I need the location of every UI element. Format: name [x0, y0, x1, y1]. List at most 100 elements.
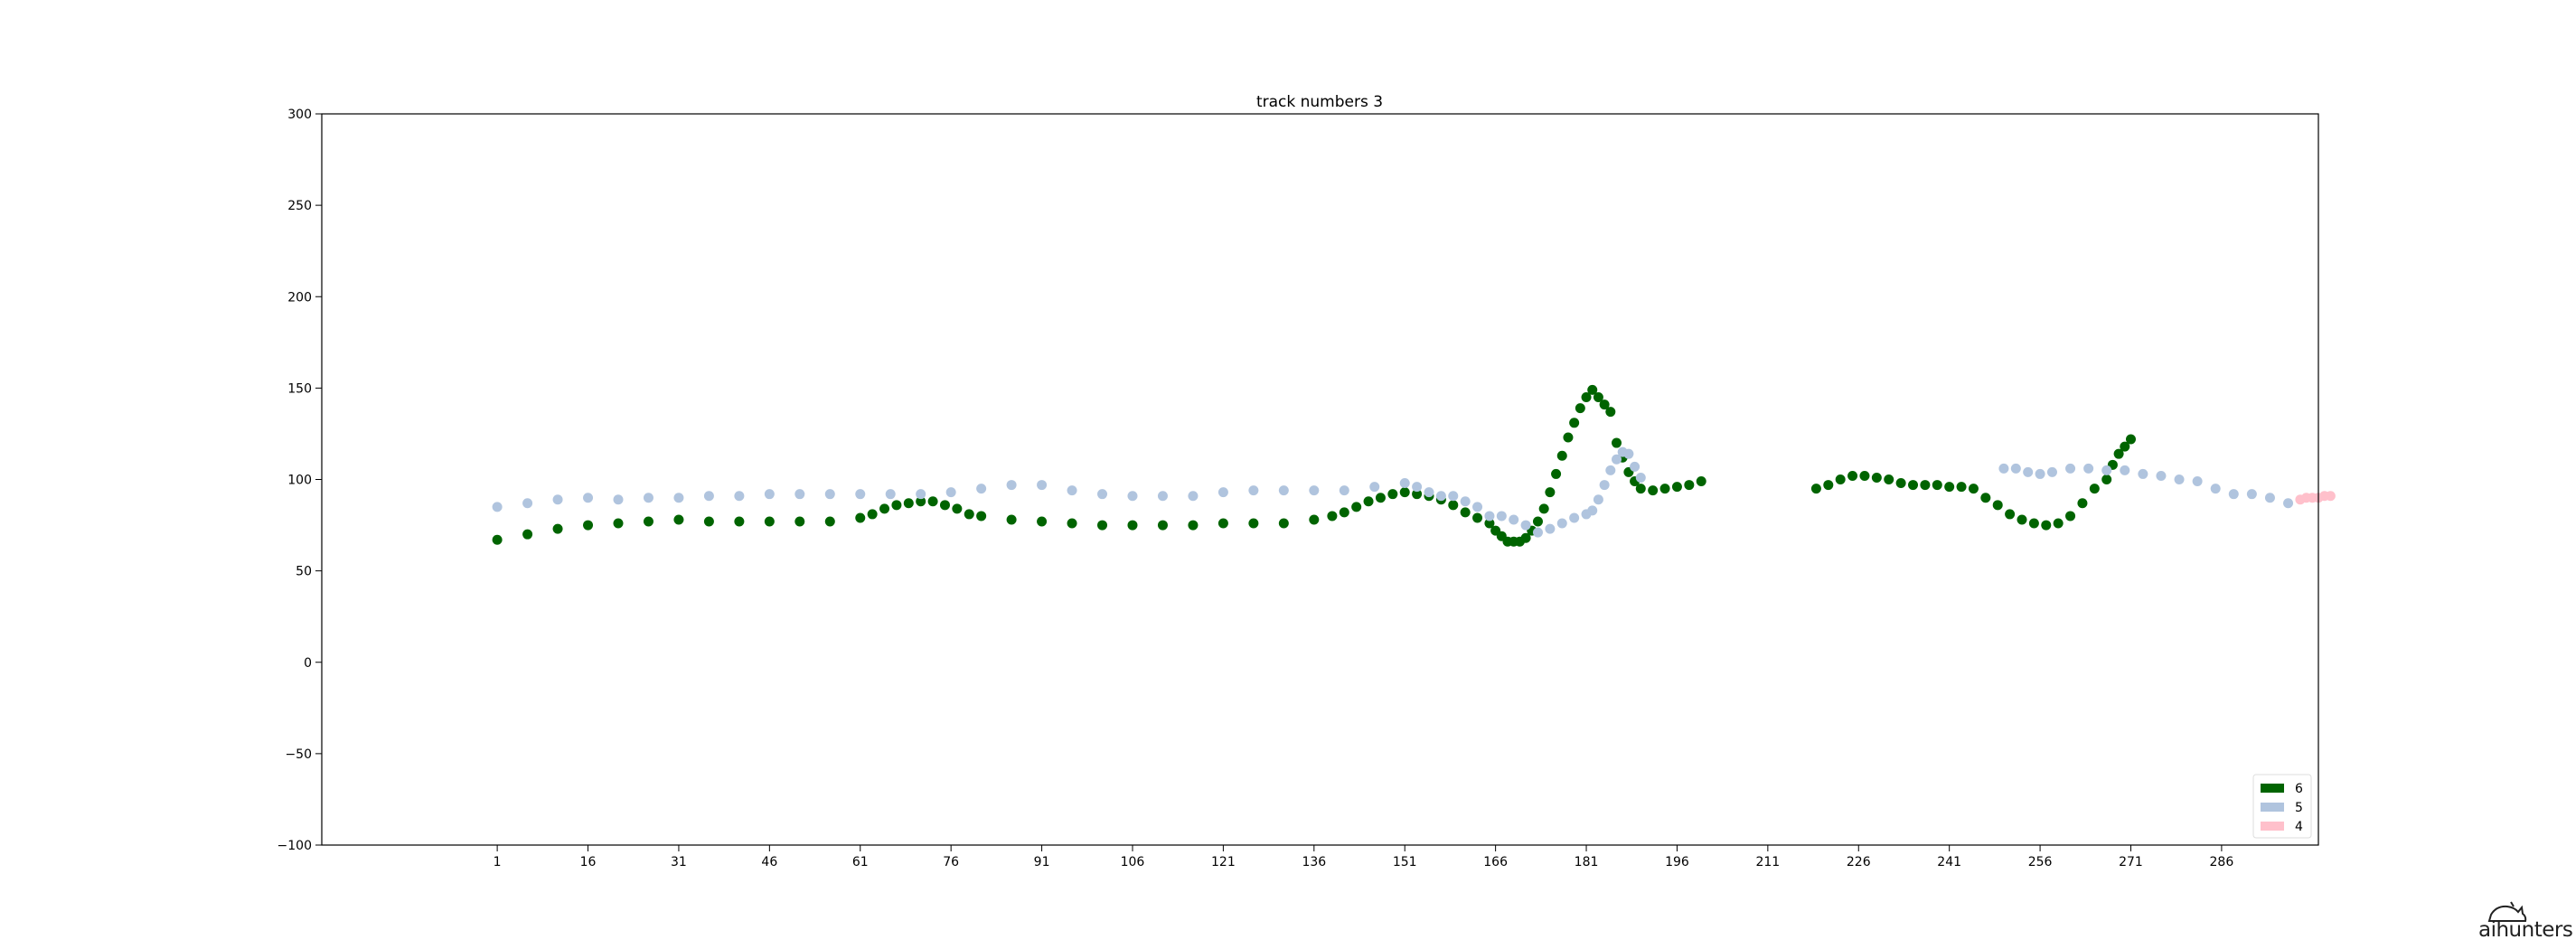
- x-tick-label: 61: [852, 855, 869, 869]
- legend-swatch: [2261, 784, 2284, 793]
- point-series-6: [2077, 498, 2088, 509]
- x-tick-label: 1: [494, 855, 502, 869]
- x-tick-label: 256: [2028, 855, 2053, 869]
- point-series-6: [824, 516, 835, 527]
- point-series-6: [1387, 489, 1398, 500]
- x-tick-label: 196: [1665, 855, 1689, 869]
- point-series-6: [1671, 482, 1682, 493]
- point-series-5: [1278, 485, 1289, 496]
- axes: 1 16 31 46 61 76 91 106 121 136 151 166 181 196 211 226…: [277, 108, 2319, 869]
- point-series-6: [1980, 493, 1991, 503]
- point-series-5: [1998, 463, 2009, 474]
- point-series-6: [1339, 507, 1349, 518]
- point-series-5: [1587, 505, 1598, 516]
- point-series-5: [1605, 465, 1616, 475]
- point-series-6: [2065, 511, 2076, 521]
- point-series-6: [1956, 482, 1967, 493]
- point-series-5: [1630, 461, 1641, 472]
- point-series-5: [2101, 465, 2112, 475]
- point-series-6: [1605, 407, 1616, 418]
- point-series-6: [794, 516, 805, 527]
- point-series-6: [1835, 474, 1846, 484]
- point-series-6: [703, 516, 714, 527]
- point-series-5: [2283, 498, 2294, 509]
- point-series-6: [1472, 512, 1483, 523]
- point-series-5: [613, 494, 624, 505]
- point-series-5: [2246, 489, 2257, 500]
- point-series-5: [1369, 482, 1380, 493]
- point-series-5: [2023, 466, 2034, 477]
- point-series-6: [1895, 478, 1906, 489]
- y-tick-label: −50: [285, 747, 312, 762]
- legend-swatch: [2261, 822, 2284, 831]
- point-series-5: [703, 491, 714, 502]
- point-series-5: [764, 489, 775, 500]
- point-series-6: [1520, 532, 1531, 543]
- legend-label: 4: [2295, 820, 2303, 834]
- point-series-6: [2017, 514, 2027, 525]
- point-series-6: [1575, 403, 1585, 414]
- point-series-6: [1037, 516, 1048, 527]
- point-series-5: [1412, 482, 1423, 493]
- point-series-5: [2046, 466, 2057, 477]
- legend: 6 5 4: [2252, 774, 2312, 839]
- point-series-6: [855, 512, 866, 523]
- point-series-5: [916, 489, 926, 500]
- point-series-6: [891, 500, 902, 511]
- point-series-6: [1556, 450, 1567, 461]
- brand-logo-text: aihunters: [2478, 918, 2573, 942]
- point-series-5: [2010, 463, 2021, 474]
- point-series-6: [1412, 489, 1423, 500]
- point-series-6: [1593, 391, 1603, 402]
- x-tick-label: 151: [1393, 855, 1417, 869]
- point-series-6: [1067, 518, 1077, 529]
- point-series-6: [1399, 487, 1410, 498]
- point-series-5: [2035, 468, 2045, 479]
- x-tick-label: 166: [1483, 855, 1508, 869]
- point-series-5: [2264, 493, 2275, 503]
- point-series-5: [2228, 489, 2239, 500]
- y-tick-label: 0: [304, 656, 312, 671]
- point-series-6: [1648, 485, 1659, 496]
- point-series-5: [1520, 520, 1531, 531]
- x-tick-label: 181: [1575, 855, 1599, 869]
- point-series-6: [1097, 520, 1108, 531]
- legend-label: 6: [2295, 782, 2303, 796]
- data-points: [492, 384, 2336, 547]
- point-series-5: [1556, 518, 1567, 529]
- point-series-6: [1327, 511, 1338, 521]
- point-series-5: [1612, 454, 1622, 465]
- point-series-6: [1847, 470, 1858, 481]
- y-tick-label: 100: [287, 474, 312, 488]
- y-tick-label: 200: [287, 290, 312, 305]
- y-tick-label: −100: [277, 839, 312, 853]
- point-series-5: [552, 494, 563, 505]
- point-series-6: [1871, 472, 1882, 483]
- point-series-6: [2028, 518, 2039, 529]
- legend-swatch: [2261, 803, 2284, 812]
- point-series-6: [1460, 507, 1471, 518]
- point-series-6: [2041, 520, 2052, 531]
- point-series-6: [1157, 520, 1168, 531]
- point-series-6: [2053, 518, 2064, 529]
- point-series-5: [1496, 511, 1507, 521]
- x-tick-label: 46: [761, 855, 777, 869]
- point-series-6: [1684, 480, 1695, 491]
- point-series-5: [1599, 480, 1610, 491]
- point-series-5: [794, 489, 805, 500]
- point-series-5: [1484, 511, 1495, 521]
- point-series-6: [1532, 516, 1543, 527]
- point-series-6: [673, 514, 684, 525]
- point-series-5: [945, 487, 956, 498]
- point-series-6: [552, 523, 563, 534]
- point-series-5: [1127, 491, 1138, 502]
- point-series-5: [1623, 448, 1634, 459]
- point-series-6: [939, 500, 950, 511]
- point-series-5: [2120, 465, 2130, 475]
- point-series-6: [1612, 437, 1622, 448]
- point-series-6: [1309, 514, 1320, 525]
- point-series-5: [673, 493, 684, 503]
- point-series-6: [1932, 480, 1942, 491]
- point-series-5: [1472, 502, 1483, 512]
- point-series-6: [1538, 503, 1549, 514]
